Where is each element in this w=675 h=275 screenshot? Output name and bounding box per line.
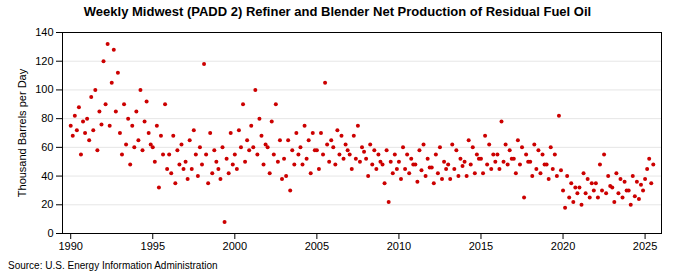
svg-text:120: 120 [35,55,53,67]
svg-text:20: 20 [41,198,53,210]
svg-text:Thousand Barrels per Day: Thousand Barrels per Day [16,68,28,197]
svg-text:100: 100 [35,83,53,95]
svg-text:2025: 2025 [633,240,657,252]
svg-text:80: 80 [41,112,53,124]
svg-text:40: 40 [41,170,53,182]
html-text:Source: U.S. Energy Informatio: Source: U.S. Energy Information Administ… [8,260,218,271]
svg-text:1990: 1990 [58,240,82,252]
svg-text:2015: 2015 [469,240,493,252]
svg-text:2005: 2005 [305,240,329,252]
svg-text:2000: 2000 [223,240,247,252]
svg-text:2020: 2020 [551,240,575,252]
svg-text:140: 140 [35,26,53,38]
svg-text:0: 0 [47,227,53,239]
svg-text:60: 60 [41,141,53,153]
svg-text:2010: 2010 [387,240,411,252]
svg-text:1995: 1995 [141,240,165,252]
html-text:Weekly Midwest (PADD 2) Refine: Weekly Midwest (PADD 2) Refiner and Blen… [83,4,592,19]
